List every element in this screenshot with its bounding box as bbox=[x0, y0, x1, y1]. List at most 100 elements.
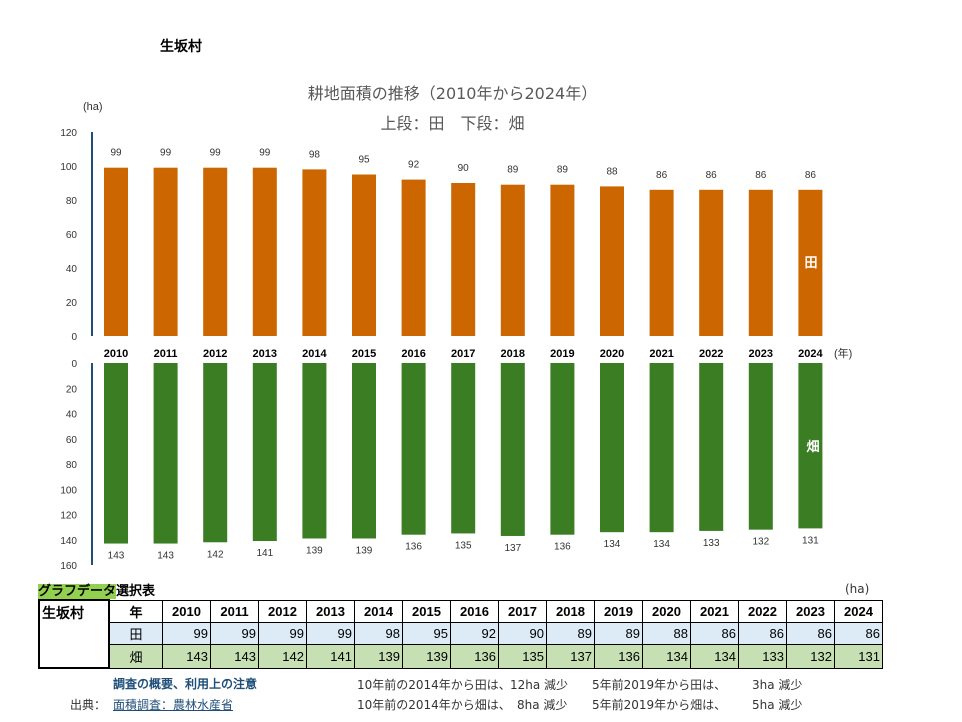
source-label: 出典： bbox=[70, 698, 107, 712]
rice-cell: 95 bbox=[402, 621, 451, 645]
field-cell: 133 bbox=[738, 643, 787, 669]
rice-data-label: 89 bbox=[507, 165, 519, 176]
rice-cell: 98 bbox=[354, 621, 403, 645]
field-bar bbox=[699, 363, 724, 531]
bottom-y-tick: 0 bbox=[71, 359, 77, 370]
rice-bar bbox=[352, 174, 376, 336]
rice-bar bbox=[252, 167, 277, 336]
village-cell: 生坂村 bbox=[38, 599, 110, 669]
bottom-y-tick: 80 bbox=[66, 460, 78, 471]
table-title: グラフデータ選択表 bbox=[38, 584, 156, 599]
rice-data-label: 86 bbox=[706, 170, 718, 181]
field-cell: 134 bbox=[690, 643, 739, 669]
x-tick-label: 2016 bbox=[401, 348, 425, 360]
rice-cell: 99 bbox=[162, 621, 211, 645]
village-name: 生坂村 bbox=[160, 39, 202, 55]
rice-data-label: 89 bbox=[557, 165, 569, 176]
rice-data-label: 99 bbox=[210, 148, 222, 159]
field-cell: 139 bbox=[354, 643, 403, 669]
field-cell: 136 bbox=[594, 643, 643, 669]
field-data-label: 143 bbox=[157, 551, 174, 562]
field-bar bbox=[104, 363, 128, 544]
rice-data-label: 86 bbox=[805, 170, 817, 181]
field-cell: 143 bbox=[162, 643, 211, 669]
rice-bar bbox=[451, 183, 476, 336]
rice-bar bbox=[153, 167, 178, 336]
top-y-tick: 40 bbox=[66, 264, 78, 275]
field-5y-text: 5年前2019年から畑は、 bbox=[592, 698, 727, 712]
field-10y-text: 10年前の2014年から畑は、 bbox=[357, 698, 511, 712]
field-label: 畑 bbox=[108, 643, 163, 669]
rice-data-label: 99 bbox=[160, 148, 172, 159]
field-bar bbox=[153, 363, 178, 544]
year-cell: 2010 bbox=[162, 599, 211, 623]
rice-cell: 86 bbox=[690, 621, 739, 645]
rice-cell: 99 bbox=[306, 621, 355, 645]
source-link[interactable]: 面積調査：農林水産省 bbox=[113, 698, 234, 712]
bottom-y-tick: 40 bbox=[66, 410, 78, 421]
field-data-label: 139 bbox=[306, 545, 323, 556]
year-cell: 2017 bbox=[498, 599, 547, 623]
rice-bar bbox=[401, 179, 426, 336]
rice-series-label: 田 bbox=[804, 255, 817, 270]
chart-subtitle: 上段：田 下段：畑 bbox=[380, 114, 525, 133]
field-bar bbox=[798, 363, 823, 529]
field-cell: 131 bbox=[834, 643, 883, 669]
field-data-label: 141 bbox=[256, 548, 273, 559]
rice-10y-text: 10年前の2014年から田は、 bbox=[357, 678, 511, 692]
top-y-tick: 60 bbox=[66, 230, 78, 241]
field-cell: 142 bbox=[258, 643, 307, 669]
field-data-label: 139 bbox=[356, 545, 373, 556]
x-tick-label: 2020 bbox=[600, 348, 624, 360]
rice-cell: 89 bbox=[546, 621, 595, 645]
x-tick-label: 2013 bbox=[253, 348, 277, 360]
table-unit: (ha) bbox=[845, 582, 870, 596]
data-table: 生坂村年 2010 2011 2012 2013 2014 2015 2016 2017 2018… bbox=[38, 599, 883, 669]
field-bar bbox=[748, 363, 773, 530]
field-data-label: 131 bbox=[802, 535, 819, 546]
field-5y-value: 5ha 減少 bbox=[752, 698, 803, 712]
field-data-label: 134 bbox=[604, 539, 621, 550]
chart-title: 耕地面積の推移（2010年から2024年） bbox=[307, 84, 598, 103]
rice-bar bbox=[104, 167, 128, 336]
chart: (ha) 0 20 40 60 80 100 120 99 2010 99 2011 99 2012 99 2… bbox=[60, 101, 852, 572]
field-bar bbox=[203, 363, 228, 543]
x-tick-label: 2017 bbox=[451, 348, 475, 360]
field-10y-value: 8ha 減少 bbox=[517, 698, 568, 712]
field-series-label: 畑 bbox=[806, 439, 819, 454]
field-data-label: 135 bbox=[455, 540, 472, 551]
field-bar bbox=[302, 363, 327, 539]
year-cell: 2016 bbox=[450, 599, 499, 623]
x-tick-label: 2014 bbox=[302, 348, 327, 360]
rice-bar bbox=[500, 184, 525, 336]
rice-bar bbox=[748, 189, 773, 336]
rice-bar bbox=[203, 167, 228, 336]
year-cell: 2019 bbox=[594, 599, 643, 623]
y-unit-label: (ha) bbox=[83, 101, 103, 113]
year-cell: 2022 bbox=[738, 599, 787, 623]
year-cell: 2024 bbox=[834, 599, 883, 623]
rice-bar bbox=[550, 184, 575, 336]
top-y-tick: 0 bbox=[71, 332, 77, 343]
x-tick-label: 2021 bbox=[649, 348, 673, 360]
field-bar bbox=[600, 363, 624, 533]
field-cell: 134 bbox=[642, 643, 691, 669]
field-data-label: 134 bbox=[653, 539, 670, 550]
rice-10y-value: 12ha 減少 bbox=[510, 678, 569, 692]
survey-notes-link[interactable]: 調査の概要、利用上の注意 bbox=[113, 677, 258, 691]
bottom-y-tick: 100 bbox=[60, 485, 77, 496]
rice-cell: 86 bbox=[786, 621, 835, 645]
field-data-label: 137 bbox=[504, 543, 521, 554]
field-cell: 141 bbox=[306, 643, 355, 669]
field-cell: 136 bbox=[450, 643, 499, 669]
field-data-label: 136 bbox=[405, 542, 422, 553]
bottom-y-tick: 120 bbox=[60, 511, 77, 522]
x-tick-label: 2023 bbox=[749, 348, 773, 360]
field-data-label: 133 bbox=[703, 538, 720, 549]
year-label: 年 bbox=[108, 599, 163, 623]
year-cell: 2014 bbox=[354, 599, 403, 623]
field-bar bbox=[451, 363, 476, 534]
field-bar bbox=[352, 363, 376, 539]
rice-bar bbox=[798, 189, 823, 336]
